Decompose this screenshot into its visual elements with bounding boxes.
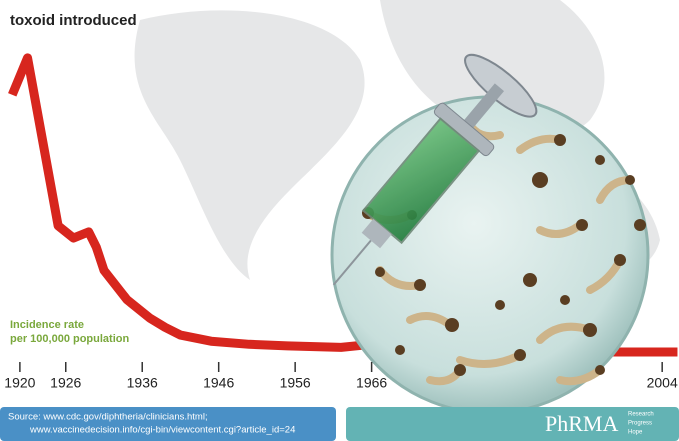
source: www.vaccinedecision.info/cgi-bin/viewcon… <box>29 425 295 436</box>
x-tick-label: 1966 <box>356 375 387 391</box>
x-tick-label: 1920 <box>4 375 35 391</box>
x-tick-label: 1956 <box>280 375 311 391</box>
y-label: Incidence rate <box>10 319 84 331</box>
logo-word: Research <box>628 412 654 418</box>
logo: PhRMA <box>545 411 618 436</box>
x-tick-label: 1946 <box>203 375 234 391</box>
logo-word: Hope <box>628 430 643 436</box>
logo-word: Progress <box>628 421 652 427</box>
logo-box <box>346 407 679 441</box>
chart-title: toxoid introduced <box>10 12 137 29</box>
x-tick-label: 1936 <box>127 375 158 391</box>
y-label: per 100,000 population <box>10 333 129 345</box>
x-tick-label: 2004 <box>647 375 678 391</box>
source-box <box>0 407 336 441</box>
source: Source: www.cdc.gov/diphtheria/clinician… <box>8 412 208 423</box>
x-tick-label: 1926 <box>50 375 81 391</box>
